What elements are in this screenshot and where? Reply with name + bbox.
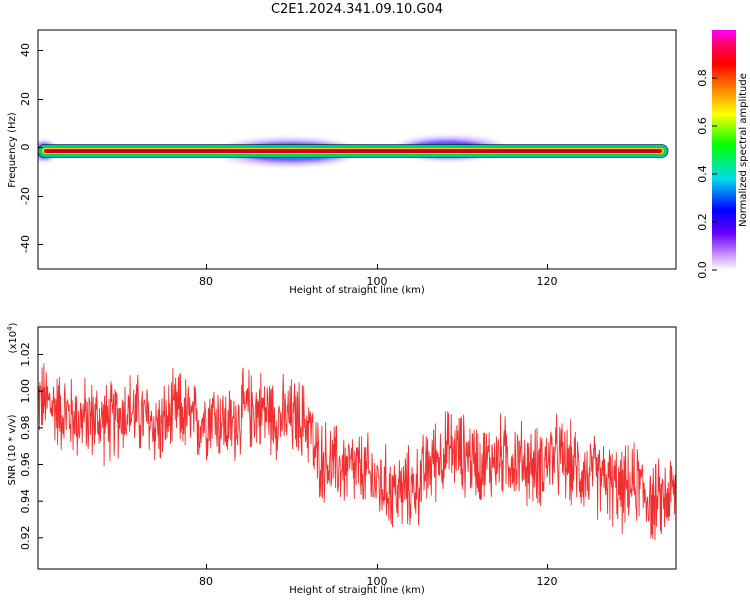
colorbar-tick-label: 0.8 (696, 69, 709, 87)
snr-x-axis-label: Height of straight line (km) (289, 585, 425, 596)
colorbar: 0.0 0.2 0.4 0.6 0.8 Normalized spectral … (696, 30, 749, 279)
colorbar-tick-label: 0.4 (696, 165, 709, 183)
spectrogram-x-axis-label: Height of straight line (km) (289, 285, 425, 296)
x-tick-label: 120 (537, 575, 558, 588)
y-tick-label: 0.92 (19, 526, 32, 551)
y-tick-label: 40 (19, 43, 32, 57)
snr-x-ticks: 80 100 120 (199, 564, 558, 588)
y-tick-label: 20 (19, 92, 32, 106)
y-tick-label: 1.00 (19, 379, 32, 404)
spectrogram-panel: 40 20 0 -20 -40 80 100 120 Height of str… (7, 29, 677, 296)
spectrogram-image (38, 136, 669, 166)
snr-frame (37, 326, 677, 570)
y-tick-label: 1.02 (19, 342, 32, 367)
main-band-outline (38, 144, 669, 158)
snr-panel: 0.92 0.94 0.96 0.98 1.00 1.02 80 100 120 Heig… (6, 322, 677, 596)
colorbar-tick-label: 0.2 (696, 213, 709, 231)
colorbar-label: Normalized spectral amplitude (738, 73, 749, 227)
figure-title: C2E1.2024.341.09.10.G04 (271, 2, 443, 17)
spectrogram-x-ticks: 80 100 120 (199, 264, 558, 288)
x-tick-label: 100 (367, 575, 388, 588)
spectrogram-y-axis-label: Frequency (Hz) (7, 112, 18, 188)
y-tick-label: -20 (19, 187, 32, 205)
snr-y-ticks: 0.92 0.94 0.96 0.98 1.00 1.02 (19, 342, 43, 550)
colorbar-tick-label: 0.0 (696, 261, 709, 279)
x-tick-label: 120 (537, 275, 558, 288)
y-tick-label: 0.96 (19, 452, 32, 477)
colorbar-ticks: 0.0 0.2 0.4 0.6 0.8 (696, 69, 717, 279)
x-tick-label: 100 (367, 275, 388, 288)
snr-y-axis-label: SNR (10 * v/v) (7, 414, 18, 485)
y-tick-label: 0 (19, 144, 32, 151)
x-tick-label: 80 (199, 275, 213, 288)
colorbar-tick-label: 0.6 (696, 117, 709, 135)
y-tick-label: -40 (19, 235, 32, 253)
spectrogram-y-ticks: 40 20 0 -20 -40 (19, 43, 43, 253)
x-tick-label: 80 (199, 575, 213, 588)
snr-series-line (38, 363, 676, 541)
y-tick-label: 0.98 (19, 416, 32, 441)
snr-y-multiplier: (x104) (6, 322, 19, 353)
spectrogram-frame (37, 29, 677, 270)
main-band-core (44, 149, 662, 153)
colorbar-gradient (712, 30, 736, 270)
y-tick-label: 0.94 (19, 489, 32, 514)
